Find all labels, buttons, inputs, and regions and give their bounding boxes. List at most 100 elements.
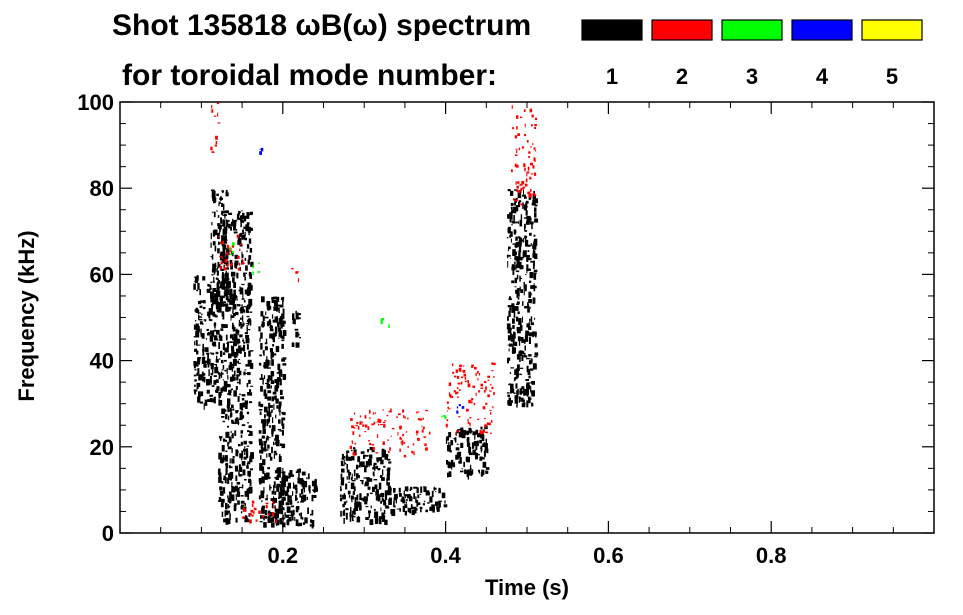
- mode-1-pixel: [526, 220, 530, 225]
- mode-1-pixel: [269, 360, 271, 366]
- mode-1-pixel: [294, 484, 298, 488]
- mode-1-pixel: [415, 496, 417, 503]
- mode-1-pixel: [244, 332, 249, 335]
- mode-1-pixel: [246, 445, 249, 447]
- mode-1-pixel: [425, 490, 430, 496]
- mode-2-pixel: [512, 127, 515, 130]
- mode-1-pixel: [350, 495, 354, 500]
- mode-1-pixel: [210, 373, 213, 376]
- mode-1-pixel: [241, 210, 243, 212]
- mode-2-pixel: [516, 189, 519, 192]
- mode-1-pixel: [524, 196, 527, 199]
- mode-1-pixel: [226, 367, 228, 375]
- mode-1-pixel: [206, 328, 209, 331]
- mode-1-pixel: [386, 458, 391, 461]
- mode-1-pixel: [267, 396, 272, 401]
- mode-1-pixel: [278, 497, 280, 499]
- mode-2-pixel: [525, 178, 528, 183]
- mode-1-pixel: [273, 450, 277, 454]
- mode-2-pixel: [402, 409, 405, 413]
- mode-1-pixel: [218, 302, 222, 306]
- mode-1-pixel: [241, 254, 244, 259]
- mode-1-pixel: [239, 308, 244, 311]
- mode-1-pixel: [241, 236, 246, 240]
- mode-1-pixel: [214, 293, 217, 299]
- mode-1-pixel: [380, 492, 385, 498]
- mode-2-pixel: [473, 402, 476, 406]
- mode-1-pixel: [482, 461, 487, 468]
- mode-1-pixel: [309, 513, 313, 516]
- mode-1-pixel: [431, 490, 434, 498]
- mode-2-pixel: [251, 514, 254, 517]
- mode-1-pixel: [263, 440, 267, 446]
- mode-1-pixel: [530, 293, 532, 296]
- mode-1-pixel: [212, 296, 217, 302]
- mode-1-pixel: [233, 503, 237, 506]
- mode-1-pixel: [243, 456, 247, 460]
- mode-1-pixel: [267, 467, 270, 470]
- mode-1-pixel: [280, 322, 283, 329]
- mode-2-pixel: [464, 380, 468, 382]
- mode-2-pixel: [415, 430, 419, 434]
- mode-2-pixel: [467, 421, 470, 425]
- mode-2-pixel: [534, 127, 537, 129]
- mode-1-pixel: [213, 396, 216, 404]
- mode-2-pixel: [518, 147, 521, 151]
- mode-2-pixel: [521, 146, 524, 149]
- mode-1-pixel: [282, 412, 286, 416]
- mode-1-pixel: [274, 316, 278, 323]
- mode-1-pixel: [235, 517, 238, 523]
- mode-1-pixel: [512, 344, 514, 352]
- mode-1-pixel: [534, 204, 538, 207]
- mode-1-pixel: [358, 465, 360, 468]
- mode-2-pixel: [516, 185, 519, 189]
- mode-1-pixel: [443, 504, 448, 508]
- mode-1-pixel: [286, 486, 290, 492]
- mode-1-pixel: [513, 311, 516, 318]
- mode-1-pixel: [194, 341, 196, 346]
- mode-1-pixel: [277, 429, 282, 431]
- mode-1-pixel: [232, 322, 234, 327]
- mode-1-pixel: [194, 325, 198, 330]
- mode-1-pixel: [224, 241, 228, 244]
- mode-1-pixel: [269, 456, 273, 461]
- mode-1-pixel: [458, 431, 462, 438]
- mode-1-pixel: [228, 212, 233, 215]
- mode-1-pixel: [514, 261, 516, 265]
- mode-2-pixel: [456, 430, 459, 432]
- mode-2-pixel: [356, 421, 359, 424]
- mode-1-pixel: [249, 432, 253, 436]
- mode-3-pixel: [380, 320, 383, 325]
- mode-2-pixel: [463, 365, 465, 367]
- mode-2-pixel: [446, 401, 449, 404]
- mode-2-pixel: [448, 408, 451, 410]
- legend-swatch-mode-4: [791, 19, 853, 41]
- mode-1-pixel: [210, 232, 212, 240]
- mode-1-pixel: [384, 453, 388, 460]
- mode-2-pixel: [387, 450, 390, 453]
- mode-1-pixel: [280, 396, 284, 400]
- legend-swatch-mode-3: [721, 19, 783, 41]
- mode-1-pixel: [301, 471, 306, 476]
- mode-1-pixel: [274, 385, 277, 389]
- mode-2-pixel: [423, 436, 427, 438]
- mode-1-pixel: [234, 231, 236, 234]
- mode-2-pixel: [354, 412, 356, 415]
- mode-1-pixel: [282, 522, 286, 528]
- mode-1-pixel: [525, 200, 529, 204]
- mode-1-pixel: [306, 477, 308, 480]
- mode-1-pixel: [354, 498, 357, 504]
- mode-1-pixel: [242, 469, 246, 476]
- mode-1-pixel: [529, 272, 534, 279]
- mode-1-pixel: [224, 409, 227, 412]
- mode-1-pixel: [483, 442, 486, 446]
- mode-1-pixel: [218, 372, 221, 380]
- mode-1-pixel: [390, 487, 392, 493]
- mode-1-pixel: [515, 242, 518, 249]
- mode-1-pixel: [532, 332, 536, 334]
- mode-2-pixel: [450, 395, 454, 398]
- mode-1-pixel: [529, 217, 532, 221]
- mode-1-pixel: [232, 303, 237, 310]
- mode-1-pixel: [514, 396, 518, 404]
- mode-1-pixel: [196, 384, 199, 390]
